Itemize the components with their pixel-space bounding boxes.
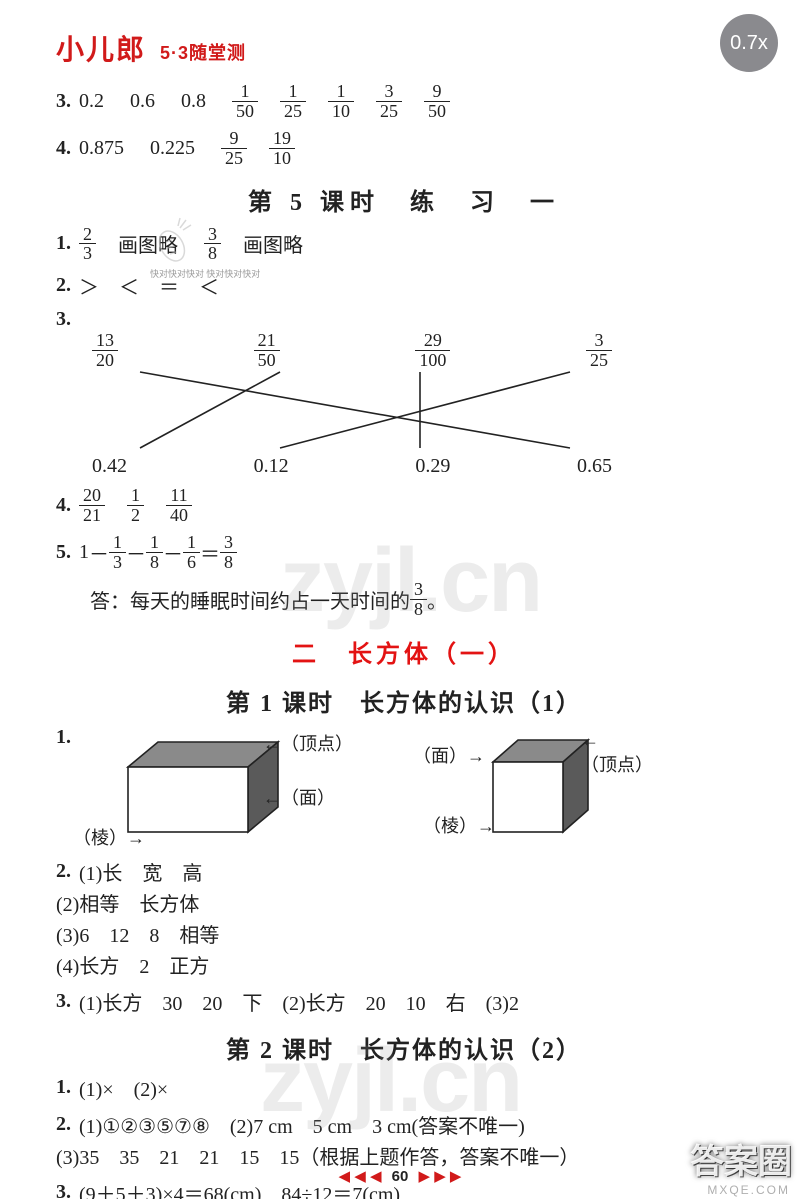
page-header: 小儿郎 5·3随堂测: [56, 28, 752, 68]
match-top-row: 1320 2150 29100 325: [92, 331, 612, 370]
fraction: 18: [146, 533, 163, 572]
fraction: 23: [79, 225, 96, 264]
value: (1)长方 30 20 下 (2)长方 20 10 右 (3)2: [79, 987, 519, 1016]
matching-diagram: [100, 370, 600, 450]
zoom-label: 0.7x: [730, 32, 768, 55]
carrot-icon: [150, 216, 200, 266]
footer-arrows-left: ◀ ◀ ◀: [339, 1168, 382, 1185]
annotation-face: （面）→: [413, 742, 485, 768]
op: ＝: [200, 538, 220, 567]
fraction: 38: [220, 533, 237, 572]
value: 0.225: [150, 137, 195, 160]
item-number: 2.: [56, 1113, 71, 1136]
watermark-text: zyjl.cn: [280, 530, 541, 633]
page-number: 60: [386, 1168, 415, 1185]
value: 0.42: [92, 455, 127, 478]
site-watermark: MXQE.COM: [707, 1183, 790, 1197]
value: 0.875: [79, 137, 124, 160]
zoom-badge[interactable]: 0.7x: [720, 14, 778, 72]
op: －: [89, 538, 109, 567]
fraction: 125: [280, 82, 306, 121]
value: (2)相等 长方体: [56, 888, 199, 917]
item-number: 1.: [56, 726, 71, 749]
item-number: 3.: [56, 90, 71, 113]
unit-title: 二 长方体（一）: [56, 634, 752, 669]
item-number: 4.: [56, 494, 71, 517]
fraction: 38: [204, 225, 221, 264]
fraction: 2150: [254, 331, 280, 370]
fraction: 12: [127, 486, 144, 525]
answer-row: 2. (1)长 宽 高: [56, 857, 752, 886]
match-bottom-row: 0.42 0.12 0.29 0.65: [92, 455, 612, 478]
annotation-vertex: ←（顶点）: [581, 730, 663, 777]
value: (1)× (2)×: [79, 1073, 168, 1102]
fraction: 950: [424, 82, 450, 121]
value: 画图略: [243, 229, 303, 258]
value: 0.6: [130, 90, 155, 113]
answer-row: (2)相等 长方体: [56, 888, 752, 917]
item-number: 4.: [56, 137, 71, 160]
op: －: [126, 538, 146, 567]
section-title: 第 5 课时 练 习 一: [56, 182, 752, 217]
cuboid-figures: ←（顶点） ←（面） （棱）→ （面）→ ←（顶点） （棱）→: [93, 732, 663, 847]
fraction: 325: [586, 331, 612, 370]
value: (1)长 宽 高: [79, 857, 202, 886]
value: (3)6 12 8 相等: [56, 919, 219, 948]
brand-logo: 小儿郎: [56, 28, 146, 68]
fraction: 16: [183, 533, 200, 572]
fraction: 325: [376, 82, 402, 121]
fraction: 13: [109, 533, 126, 572]
watermark-tiny: 快对快对快对 快对快对快对: [150, 270, 260, 279]
item-number: 1.: [56, 232, 71, 255]
op: －: [163, 538, 183, 567]
answer-row: 1. ←（顶点） ←（面） （棱）→ （面）→ ←（顶点）: [56, 726, 752, 849]
item-number: 2.: [56, 860, 71, 883]
annotation-vertex: ←（顶点）: [263, 730, 353, 756]
answer-watermark: 答案圈: [690, 1134, 792, 1183]
sub-brand: 5·3随堂测: [160, 39, 246, 65]
answer-row: (3)6 12 8 相等: [56, 919, 752, 948]
answer-row: 4. 2021 12 1140: [56, 486, 752, 525]
value: 0.29: [415, 455, 450, 478]
item-number: 2.: [56, 274, 71, 297]
answer-row: (4)长方 2 正方: [56, 950, 752, 979]
answer-row: 3.: [56, 308, 752, 331]
lesson-title: 第 1 课时 长方体的认识（1）: [56, 683, 752, 718]
annotation-edge: （棱）→: [73, 824, 145, 850]
value: 0.65: [577, 455, 612, 478]
value: 0.2: [79, 90, 104, 113]
answer-row: 3. (1)长方 30 20 下 (2)长方 20 10 右 (3)2: [56, 987, 752, 1016]
value: 0.12: [254, 455, 289, 478]
annotation-face: ←（面）: [263, 784, 335, 810]
value: (4)长方 2 正方: [56, 950, 209, 979]
fraction: 1140: [166, 486, 192, 525]
watermark-text: zyjl.cn: [260, 1030, 521, 1133]
fraction: 2021: [79, 486, 105, 525]
fraction: 1910: [269, 129, 295, 168]
value: 0.8: [181, 90, 206, 113]
fraction: 29100: [415, 331, 450, 370]
answer-row: 4. 0.875 0.225 925 1910: [56, 129, 752, 168]
item-number: 5.: [56, 541, 71, 564]
fraction: 150: [232, 82, 258, 121]
footer-arrows-right: ▶ ▶ ▶: [419, 1168, 462, 1185]
fraction: 1320: [92, 331, 118, 370]
fraction: 925: [221, 129, 247, 168]
answer-row: 3. 0.2 0.6 0.8 150 125 110 325 950: [56, 82, 752, 121]
page-footer: ◀ ◀ ◀ 60 ▶ ▶ ▶: [0, 1167, 800, 1185]
item-number: 3.: [56, 308, 71, 331]
item-number: 3.: [56, 990, 71, 1013]
item-number: 1.: [56, 1076, 71, 1099]
fraction: 110: [328, 82, 354, 121]
annotation-edge: （棱）→: [423, 812, 495, 838]
value: 1: [79, 541, 89, 564]
